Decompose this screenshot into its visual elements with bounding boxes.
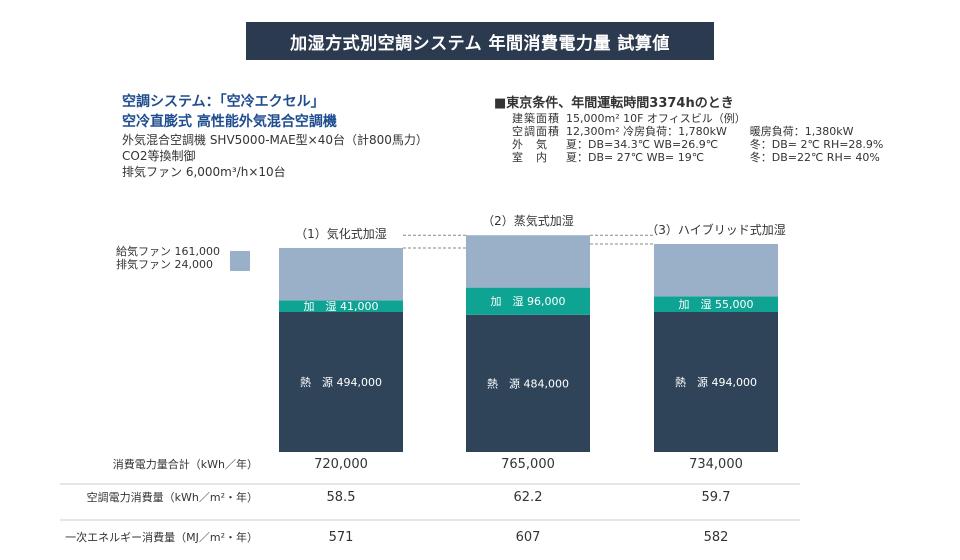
conditions-key: 建築面積	[512, 112, 560, 125]
conditions-value: 12,300m² 冷房負荷：1,780kW	[566, 125, 727, 138]
conditions-row: 外 気 夏：DB=34.3℃ WB=26.9℃ 冬：DB= 2℃ RH=28.9…	[512, 138, 887, 151]
bar-segment-humid	[466, 287, 590, 315]
bar-segment-fan	[279, 247, 403, 301]
bar-segment-fan	[466, 235, 590, 288]
conditions-key: 室 内	[512, 151, 548, 164]
system-heading: 空調システム：「空冷エクセル」 空冷直膨式 高性能外気混合空調機	[122, 92, 337, 132]
table-cell: 720,000	[314, 457, 368, 472]
legend-fan-exhaust: 排気ファン 24,000	[116, 258, 213, 271]
system-heading-line2: 空冷直膨式 高性能外気混合空調機	[122, 114, 337, 130]
system-spec-line: CO2等換制御	[122, 149, 196, 163]
data-label-humid: 加 湿 41,000	[304, 300, 379, 313]
category-label: （2）蒸気式加湿	[482, 213, 574, 228]
table-cell: 765,000	[501, 457, 555, 472]
conditions-value: 暖房負荷：1,380kW	[749, 125, 854, 138]
conditions-value: 15,000m² 10F オフィスビル（例）	[566, 112, 746, 125]
bar-segment-fan	[654, 243, 778, 297]
table-row-label: 空調電力消費量（kWh／m²・年）	[87, 490, 258, 504]
table-row-label: 消費電力量合計（kWh／年）	[113, 457, 258, 471]
conditions-table: 建築面積 15,000m² 10F オフィスビル（例） 空調面積 12,300m…	[512, 112, 887, 164]
bar-segment-humid	[279, 300, 403, 312]
conditions-heading: ■東京条件、年間運転時間3374hのとき	[494, 96, 734, 111]
conditions-key: 外 気	[512, 138, 548, 151]
table-cell: 607	[516, 530, 541, 545]
data-label-humid: 加 湿 96,000	[491, 295, 566, 308]
category-label: （1）気化式加湿	[295, 226, 387, 241]
table-cell: 58.5	[327, 490, 356, 505]
table-cell: 62.2	[514, 490, 543, 505]
table-row-label: 一次エネルギー消費量（MJ／m²・年）	[65, 530, 258, 544]
bar-segment-heat	[279, 312, 403, 452]
page-title: 加湿方式別空調システム 年間消費電力量 試算値	[246, 22, 714, 60]
table-cell: 59.7	[702, 490, 731, 505]
conditions-value: 夏：DB= 27℃ WB= 19℃	[566, 151, 705, 164]
data-label-humid: 加 湿 55,000	[679, 298, 754, 311]
table-cell: 734,000	[689, 457, 743, 472]
bar-segment-humid	[654, 296, 778, 312]
legend-fan-supply: 給気ファン 161,000	[116, 245, 220, 258]
conditions-value: 夏：DB=34.3℃ WB=26.9℃	[566, 138, 719, 151]
table-cell: 582	[704, 530, 729, 545]
data-label-heat: 熱 源 494,000	[300, 375, 382, 389]
conditions-key: 空調面積	[512, 125, 560, 138]
conditions-row: 空調面積 12,300m² 冷房負荷：1,780kW 暖房負荷：1,380kW	[512, 125, 887, 138]
system-spec: 外気混合空調機 SHV5000-MAE型×40台（計800馬力） CO2等換制御…	[122, 132, 428, 180]
system-spec-line: 外気混合空調機 SHV5000-MAE型×40台（計800馬力）	[122, 133, 428, 147]
conditions-row: 室 内 夏：DB= 27℃ WB= 19℃ 冬：DB=22℃ RH= 40%	[512, 151, 887, 164]
bar-segment-heat	[654, 312, 778, 452]
data-label-heat: 熱 源 484,000	[487, 376, 569, 390]
conditions-value: 冬：DB= 2℃ RH=28.9%	[749, 138, 884, 151]
table-cell: 571	[329, 530, 354, 545]
bar-segment-heat	[466, 314, 590, 452]
conditions-row: 建築面積 15,000m² 10F オフィスビル（例）	[512, 112, 887, 125]
legend-fan-label: 給気ファン 161,000 排気ファン 24,000	[116, 245, 220, 271]
system-heading-line1: 空調システム：「空冷エクセル」	[122, 94, 325, 110]
category-label: （3）ハイブリッド式加湿	[646, 222, 785, 237]
legend-fan-swatch	[230, 251, 250, 271]
system-spec-line: 排気ファン 6,000m³/h×10台	[122, 165, 286, 179]
data-label-heat: 熱 源 494,000	[675, 375, 757, 389]
conditions-value: 冬：DB=22℃ RH= 40%	[749, 151, 880, 164]
